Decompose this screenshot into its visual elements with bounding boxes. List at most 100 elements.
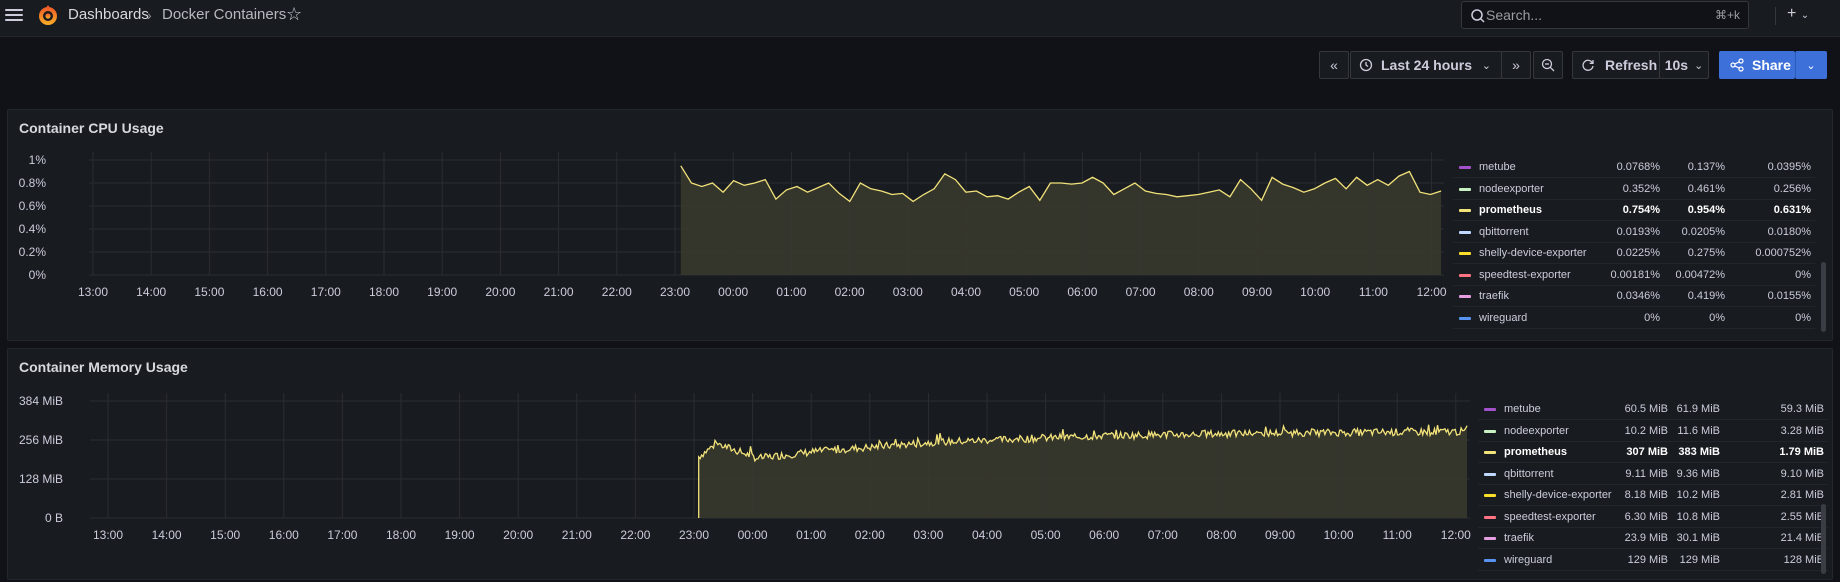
grafana-logo-icon[interactable] (36, 3, 60, 27)
legend-mean: 0.0225% (1616, 247, 1660, 259)
refresh-interval-picker[interactable]: 10s ⌄ (1659, 51, 1709, 79)
legend-name: qbittorrent (1504, 467, 1554, 480)
search-icon (1471, 9, 1485, 23)
x-tick-label: 18:00 (369, 285, 399, 299)
x-tick-label: 22:00 (620, 528, 650, 542)
x-tick-label: 22:00 (602, 285, 632, 299)
time-shift-back-button[interactable]: « (1319, 51, 1349, 79)
time-shift-forward-button[interactable]: » (1501, 51, 1531, 79)
legend-name: shelly-device-exporter (1479, 247, 1587, 259)
legend-row[interactable]: metube 0.0768% 0.137% 0.0395% (1453, 157, 1815, 178)
legend-name: prometheus (1479, 204, 1542, 216)
y-tick-label: 384 MiB (19, 394, 63, 408)
x-tick-label: 13:00 (93, 528, 123, 542)
zoom-out-button[interactable] (1533, 51, 1563, 79)
legend-max: 0.419% (1687, 290, 1725, 302)
legend-row[interactable]: wireguard 0% 0% 0% (1453, 308, 1815, 329)
search-input[interactable]: Search... ⌘+k (1461, 1, 1749, 29)
x-tick-label: 14:00 (136, 285, 166, 299)
legend-swatch (1484, 429, 1496, 433)
legend-name: wireguard (1479, 311, 1528, 324)
x-tick-label: 04:00 (951, 285, 981, 299)
memory-usage-panel: Container Memory Usage 384 MiB 256 MiB 128… (7, 348, 1833, 580)
legend-name: nodeexporter (1479, 182, 1544, 195)
refresh-button[interactable]: Refresh (1572, 51, 1660, 79)
search-placeholder: Search... (1486, 7, 1543, 23)
refresh-label: Refresh (1605, 57, 1658, 73)
legend-row[interactable]: metube 60.5 MiB 61.9 MiB 59.3 MiB (1478, 399, 1828, 420)
legend-swatch (1484, 494, 1496, 497)
x-tick-label: 12:00 (1417, 285, 1447, 299)
time-range-picker[interactable]: Last 24 hours ⌄ (1350, 51, 1502, 79)
legend-max: 383 MiB (1678, 446, 1720, 458)
legend-mean: 10.2 MiB (1624, 424, 1668, 437)
legend-min: 59.3 MiB (1780, 403, 1824, 415)
legend-row[interactable]: qbittorrent 0.0193% 0.0205% 0.0180% (1453, 222, 1815, 243)
x-tick-label: 20:00 (485, 285, 515, 299)
legend-row[interactable]: qbittorrent 9.11 MiB 9.36 MiB 9.10 MiB (1478, 464, 1828, 485)
memory-usage-chart[interactable]: 384 MiB 256 MiB 128 MiB 0 B 13:00 14:00 15:00 1… (8, 377, 1473, 577)
legend-name: traefik (1504, 532, 1534, 544)
legend-scrollbar[interactable] (1821, 504, 1826, 574)
x-tick-label: 00:00 (718, 285, 748, 299)
legend-scrollbar[interactable] (1821, 262, 1826, 332)
share-button[interactable]: Share (1719, 51, 1795, 79)
legend-row[interactable]: speedtest-exporter 6.30 MiB 10.8 MiB 2.55 M… (1478, 507, 1828, 528)
legend-row[interactable]: traefik 23.9 MiB 30.1 MiB 21.4 MiB (1478, 528, 1828, 549)
legend-mean: 23.9 MiB (1624, 532, 1668, 544)
legend-name: metube (1479, 161, 1516, 173)
legend-row[interactable]: prometheus 0.754% 0.954% 0.631% (1453, 200, 1815, 221)
legend-row[interactable]: shelly-device-exporter 0.0225% 0.275% 0.000… (1453, 243, 1815, 264)
star-icon[interactable]: ☆ (286, 4, 303, 24)
legend-mean: 0.0346% (1616, 290, 1660, 302)
zoom-out-icon (1541, 58, 1555, 72)
x-tick-label: 14:00 (152, 528, 182, 542)
legend-min: 0.0155% (1767, 290, 1811, 302)
legend-name: qbittorrent (1479, 225, 1529, 238)
breadcrumb-dashboards[interactable]: Dashboards (68, 6, 149, 23)
x-tick-label: 01:00 (776, 285, 806, 299)
legend-row[interactable]: nodeexporter 10.2 MiB 11.6 MiB 3.28 MiB (1478, 421, 1828, 442)
x-tick-label: 07:00 (1148, 528, 1178, 542)
chevron-down-icon: ⌄ (1481, 59, 1491, 72)
x-tick-label: 23:00 (679, 528, 709, 542)
add-button[interactable]: + ⌄ (1787, 5, 1809, 23)
breadcrumb-separator: › (147, 7, 152, 23)
panel-title: Container CPU Usage (19, 120, 164, 136)
divider (1775, 7, 1776, 25)
legend-min: 2.81 MiB (1780, 489, 1824, 501)
legend-row[interactable]: nodeexporter 0.352% 0.461% 0.256% (1453, 179, 1815, 200)
legend-max: 0.954% (1687, 204, 1725, 216)
x-tick-label: 10:00 (1324, 528, 1354, 542)
legend-mean: 60.5 MiB (1624, 403, 1668, 415)
legend-max: 61.9 MiB (1676, 403, 1720, 415)
legend-mean: 6.30 MiB (1624, 510, 1668, 523)
panel-title: Container Memory Usage (19, 359, 188, 375)
x-tick-label: 08:00 (1184, 285, 1214, 299)
legend-swatch (1459, 252, 1471, 255)
share-dropdown-button[interactable]: ⌄ (1795, 51, 1827, 79)
legend-row[interactable]: prometheus 307 MiB 383 MiB 1.79 MiB (1478, 442, 1828, 463)
x-tick-label: 11:00 (1383, 528, 1412, 542)
legend-row[interactable]: shelly-device-exporter 8.18 MiB 10.2 MiB 2.… (1478, 485, 1828, 506)
legend-mean: 9.11 MiB (1625, 467, 1668, 480)
legend-swatch (1459, 230, 1471, 234)
y-tick-label: 0.4% (19, 222, 47, 236)
x-tick-label: 08:00 (1206, 528, 1236, 542)
cpu-usage-panel: Container CPU Usage 1% 0.8% 0.6% 0.4% 0.2% 0%… (7, 109, 1833, 341)
legend-row[interactable]: wireguard 129 MiB 129 MiB 128 MiB (1478, 550, 1828, 571)
x-tick-label: 10:00 (1300, 285, 1330, 299)
y-tick-label: 128 MiB (19, 472, 63, 486)
legend-row[interactable]: traefik 0.0346% 0.419% 0.0155% (1453, 286, 1815, 307)
cpu-usage-chart[interactable]: 1% 0.8% 0.6% 0.4% 0.2% 0% 13:00 14:00 15:00 16:00… (8, 138, 1448, 338)
legend-min: 0.000752% (1755, 247, 1811, 259)
series-line-prometheus (680, 165, 1442, 203)
legend-swatch (1484, 537, 1496, 540)
legend-min: 0.631% (1773, 204, 1811, 216)
x-tick-label: 09:00 (1265, 528, 1295, 542)
legend-max: 0.137% (1687, 161, 1725, 173)
legend-row[interactable]: speedtest-exporter 0.00181% 0.00472% 0% (1453, 265, 1815, 286)
menu-icon[interactable] (5, 6, 23, 24)
legend-mean: 0% (1644, 311, 1660, 324)
x-tick-label: 18:00 (386, 528, 416, 542)
